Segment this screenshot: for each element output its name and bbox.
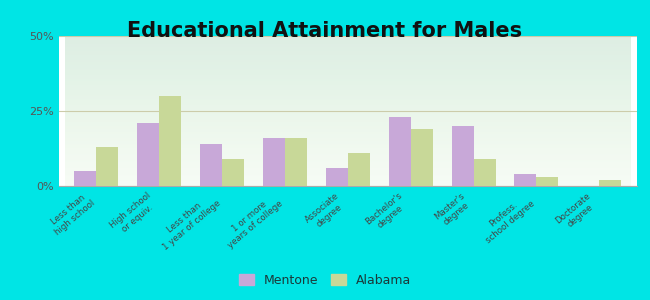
Bar bbox=[514, 174, 536, 186]
Bar bbox=[348, 153, 370, 186]
Bar bbox=[200, 144, 222, 186]
Bar bbox=[389, 117, 411, 186]
Bar bbox=[326, 168, 348, 186]
Bar bbox=[536, 177, 558, 186]
Bar bbox=[263, 138, 285, 186]
Bar bbox=[473, 159, 495, 186]
Text: Educational Attainment for Males: Educational Attainment for Males bbox=[127, 21, 523, 41]
Bar bbox=[159, 96, 181, 186]
Legend: Mentone, Alabama: Mentone, Alabama bbox=[235, 270, 415, 291]
Bar bbox=[137, 123, 159, 186]
Bar bbox=[285, 138, 307, 186]
Bar bbox=[411, 129, 433, 186]
Bar bbox=[599, 180, 621, 186]
Bar bbox=[74, 171, 96, 186]
Bar bbox=[452, 126, 473, 186]
Bar bbox=[222, 159, 244, 186]
Bar bbox=[96, 147, 118, 186]
